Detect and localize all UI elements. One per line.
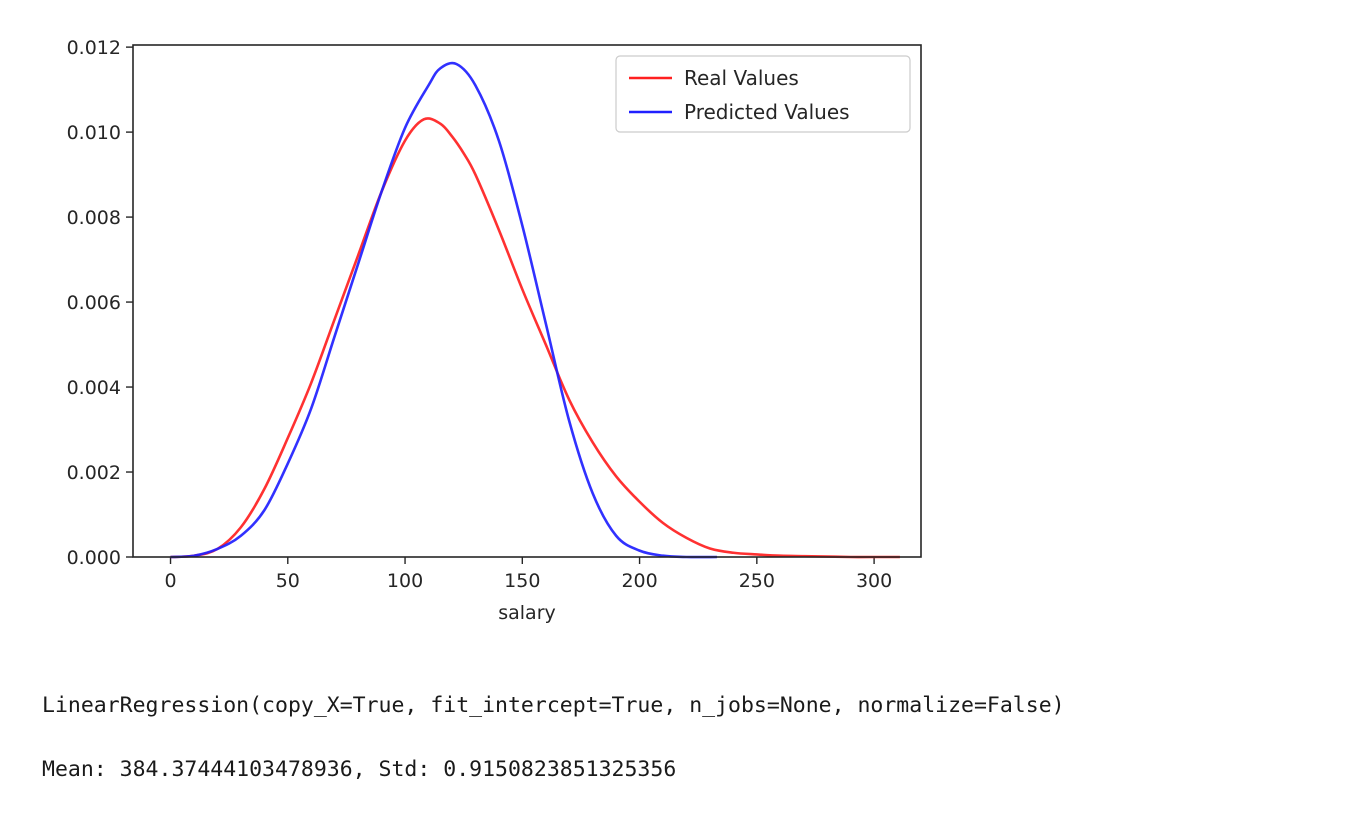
x-tick-label: 0 [164, 570, 176, 592]
console-output: LinearRegression(copy_X=True, fit_interc… [42, 658, 1065, 818]
real-values-line [170, 117, 900, 559]
y-tick-label: 0.012 [67, 37, 121, 59]
x-tick-label: 250 [739, 570, 775, 592]
kde-chart: 0.000 0.002 0.004 0.006 0.008 0.010 0.012 0 50 1… [67, 37, 922, 624]
y-tick-label: 0.004 [67, 377, 121, 399]
x-tick-label: 100 [387, 570, 423, 592]
x-tick-label: 150 [504, 570, 540, 592]
y-tick-label: 0.000 [67, 547, 121, 569]
model-repr-line: LinearRegression(copy_X=True, fit_interc… [42, 693, 1065, 718]
x-axis: 0 50 100 150 200 250 300 [164, 557, 892, 592]
y-tick-label: 0.008 [67, 207, 121, 229]
y-tick-label: 0.010 [67, 122, 121, 144]
y-tick-label: 0.006 [67, 292, 121, 314]
x-tick-label: 50 [276, 570, 300, 592]
x-tick-label: 300 [856, 570, 892, 592]
legend: Real Values Predicted Values [615, 55, 911, 133]
y-axis: 0.000 0.002 0.004 0.006 0.008 0.010 0.012 [67, 37, 133, 569]
x-tick-label: 200 [621, 570, 657, 592]
legend-label: Real Values [684, 66, 799, 90]
plot-frame [132, 44, 922, 558]
predicted-values-line [170, 61, 717, 559]
series-lines [170, 61, 900, 559]
y-tick-label: 0.002 [67, 462, 121, 484]
legend-box [615, 55, 911, 133]
x-axis-label: salary [498, 602, 556, 624]
score-summary-line: Mean: 384.37444103478936, Std: 0.9150823… [42, 757, 677, 782]
legend-label: Predicted Values [684, 100, 850, 124]
